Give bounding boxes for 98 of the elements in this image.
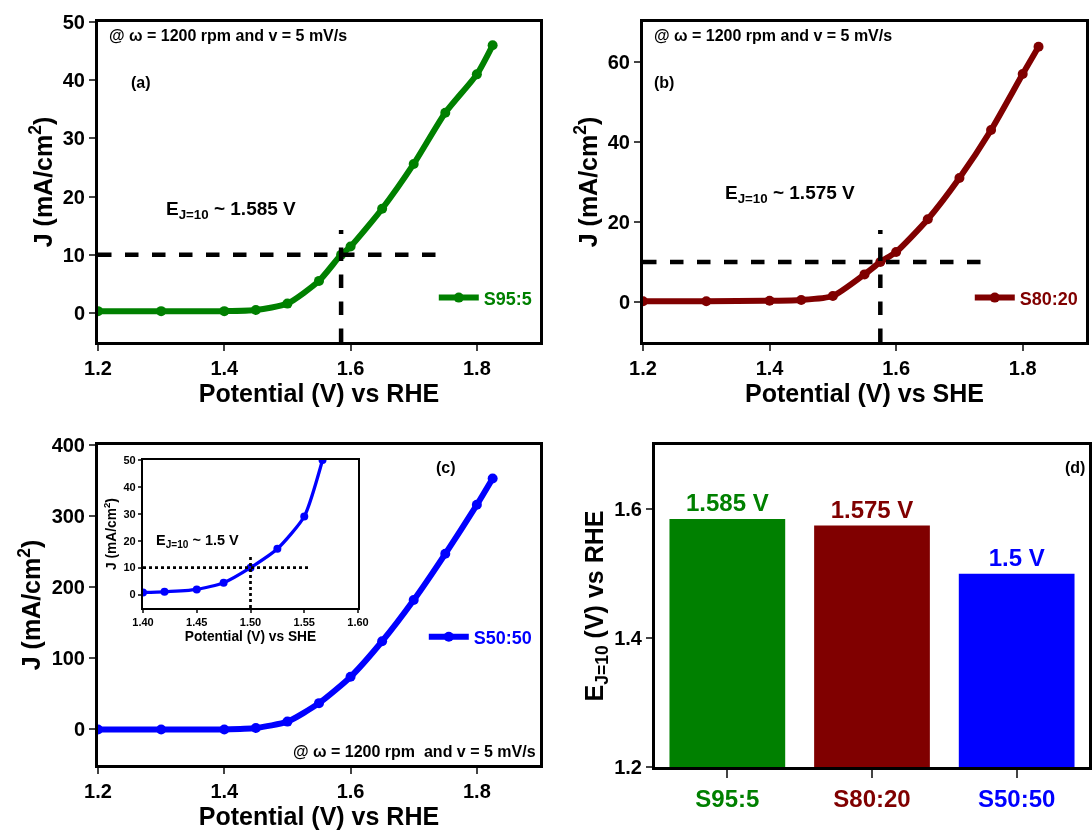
- point: [282, 716, 293, 727]
- point: [250, 723, 261, 734]
- x-tick-label: 1.2: [629, 357, 657, 379]
- data-label: 1.5 V: [988, 543, 1045, 571]
- point: [219, 306, 230, 317]
- x-tick-label: 1.4: [210, 357, 240, 379]
- point: [1033, 41, 1044, 52]
- point: [986, 125, 997, 135]
- point: [314, 275, 324, 286]
- point: [471, 69, 482, 80]
- y-tick-label: 300: [51, 505, 85, 528]
- point: [345, 241, 356, 252]
- data-label: 1.575 V: [830, 495, 914, 523]
- y-tick-label: 0: [73, 301, 85, 324]
- annotation: @ ω = 1200 rpm and v = 5 mV/s: [293, 743, 536, 760]
- x-tick-label: 1.6: [882, 357, 911, 379]
- legend-label: S95:5: [483, 288, 532, 309]
- y-tick-label: 10: [62, 243, 85, 266]
- y-tick-label: 10: [123, 561, 136, 574]
- x-tick-label: S50:50: [977, 784, 1056, 812]
- y-tick-label: 20: [62, 185, 85, 208]
- y-tick-label: 30: [62, 127, 85, 150]
- annotation: E$_{J=10}$ ~ 1.5 V: [156, 532, 239, 551]
- y-tick-label: 1.6: [614, 498, 642, 521]
- y-tick-label: 60: [607, 51, 630, 73]
- point: [764, 295, 775, 306]
- x-tick-label: 1.40: [132, 616, 154, 629]
- legend-label: S80:20: [1019, 288, 1078, 309]
- point: [796, 295, 807, 305]
- y-tick-label: 0: [618, 291, 630, 313]
- annotation: (b): [654, 74, 675, 91]
- x-tick-label: S80:20: [833, 784, 911, 812]
- x-tick-label: 1.8: [1008, 357, 1037, 379]
- point: [859, 269, 870, 280]
- annotation: @ ω = 1200 rpm and v = 5 mV/s: [109, 27, 348, 44]
- point: [377, 636, 388, 647]
- point: [282, 298, 293, 309]
- x-tick-label: 1.55: [293, 616, 315, 629]
- y-tick-label: 200: [51, 576, 85, 599]
- point: [408, 595, 419, 606]
- x-tick-label: 1.8: [462, 780, 491, 802]
- y-tick-label: 50: [123, 453, 136, 466]
- x-tick-label: 1.60: [347, 616, 369, 629]
- x-tick-label: 1.6: [336, 357, 365, 379]
- point: [440, 107, 451, 118]
- y-tick-label: 400: [51, 434, 85, 456]
- annotation: (c): [436, 459, 456, 476]
- annotation: (d): [1065, 459, 1086, 476]
- x-axis-title: Potential (V) vs SHE: [745, 379, 984, 407]
- point: [487, 473, 498, 484]
- point: [377, 203, 388, 214]
- point: [408, 158, 419, 169]
- point: [250, 305, 261, 315]
- y-tick-label: 40: [123, 480, 136, 493]
- point: [273, 544, 282, 553]
- point: [827, 291, 838, 301]
- x-tick-label: 1.4: [210, 780, 240, 802]
- annotation: E$_{J=10}$ ~ 1.575 V: [725, 182, 856, 206]
- x-tick-label: 1.50: [239, 616, 262, 629]
- y-tick-label: 20: [607, 211, 630, 233]
- x-axis-title: Potential (V) vs RHE: [198, 379, 440, 407]
- point: [1017, 69, 1028, 79]
- point: [440, 548, 451, 559]
- x-axis-title: Potential (V) vs SHE: [184, 629, 317, 645]
- x-tick-label: 1.8: [462, 357, 491, 379]
- x-tick-label: 1.6: [336, 780, 365, 802]
- y-tick-label: 30: [123, 507, 136, 520]
- point: [300, 512, 309, 521]
- point: [891, 247, 902, 257]
- annotation: @ ω = 1200 rpm and v = 5 mV/s: [654, 27, 893, 44]
- y-tick-label: 1.2: [614, 756, 642, 778]
- annotation: (a): [131, 74, 151, 91]
- point: [345, 671, 356, 682]
- point: [156, 724, 167, 735]
- point: [922, 214, 933, 225]
- point: [160, 587, 169, 596]
- y-tick-label: 0: [129, 588, 136, 601]
- x-tick-label: 1.45: [186, 616, 208, 629]
- point: [192, 585, 201, 594]
- x-tick-label: S95:5: [695, 784, 760, 812]
- point: [487, 40, 498, 51]
- x-tick-label: 1.4: [755, 357, 785, 379]
- y-tick-label: 50: [62, 11, 85, 33]
- y-tick-label: 40: [62, 69, 85, 92]
- y-tick-label: 100: [51, 647, 85, 670]
- x-axis-title: Potential (V) vs RHE: [198, 802, 440, 830]
- point: [219, 724, 230, 735]
- y-tick-label: 0: [73, 718, 85, 741]
- point: [471, 499, 482, 510]
- point: [156, 306, 167, 317]
- point: [701, 296, 712, 307]
- point: [314, 698, 324, 709]
- data-label: 1.585 V: [685, 489, 769, 517]
- annotation: E$_{J=10}$ ~ 1.585 V: [166, 198, 297, 222]
- point: [219, 578, 228, 587]
- point: [954, 173, 965, 183]
- y-tick-label: 20: [123, 534, 136, 547]
- y-tick-label: 40: [607, 131, 630, 153]
